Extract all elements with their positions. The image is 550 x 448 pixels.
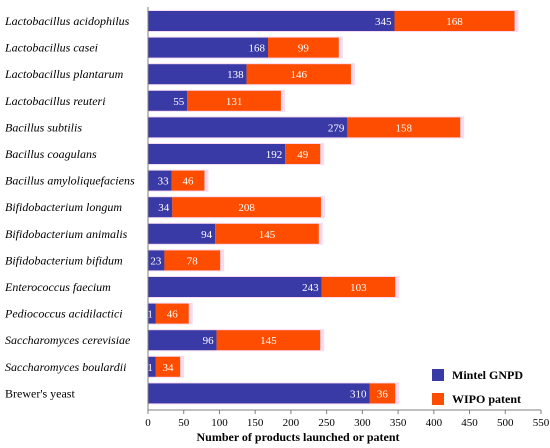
data-label-wipo-patent: 99 — [298, 43, 310, 55]
bar-mintel-gnpd — [148, 330, 217, 351]
category-label: Bacillus amyloliquefaciens — [5, 174, 135, 188]
data-label-mintel-gnpd: 55 — [173, 96, 185, 108]
bar-wipo-patent — [216, 330, 321, 351]
bar-mintel-gnpd — [148, 197, 173, 218]
bar-marks: 345 168 168 99 138 146 55 131 279 158 192 49 33 46 34 2… — [142, 10, 519, 405]
data-label-mintel-gnpd: 94 — [201, 229, 213, 241]
bar-mintel-gnpd — [148, 170, 172, 191]
data-label-wipo-patent: 103 — [350, 282, 367, 294]
bar-mintel-gnpd — [148, 223, 216, 244]
data-label-mintel-gnpd: 168 — [249, 43, 266, 55]
category-label: Bifidobacterium animalis — [5, 227, 128, 241]
x-tick-label: 400 — [426, 417, 443, 429]
x-tick-label: 0 — [145, 417, 151, 429]
category-label: Lactobacillus casei — [4, 41, 98, 55]
bar-wipo-patent — [155, 303, 189, 324]
category-label: Bacillus subtilis — [5, 120, 82, 134]
data-label-wipo-patent: 208 — [238, 202, 255, 214]
bar-mintel-gnpd — [148, 64, 247, 85]
bar-mintel-gnpd — [148, 37, 269, 58]
x-tick-label: 550 — [533, 417, 550, 429]
category-label: Lactobacillus plantarum — [4, 67, 124, 81]
data-label-mintel-gnpd: 279 — [328, 122, 345, 134]
category-label: Pediococcus acidilactici — [4, 307, 123, 321]
bar-wipo-patent — [172, 197, 321, 218]
data-label-mintel-gnpd: 192 — [266, 149, 283, 161]
bar-wipo-patent — [215, 223, 319, 244]
legend-swatch-wipo-patent — [432, 393, 444, 405]
x-tick-label: 250 — [318, 417, 335, 429]
bar-wipo-patent — [268, 37, 339, 58]
category-label: Saccharomyces boulardii — [5, 360, 126, 374]
legend: Mintel GNPD WIPO patent — [432, 368, 523, 406]
category-label: Brewer's yeast — [5, 386, 75, 400]
bar-wipo-patent — [285, 144, 321, 164]
bar-wipo-patent — [187, 90, 281, 111]
bar-mintel-gnpd — [148, 303, 156, 324]
data-label-mintel-gnpd: 96 — [203, 335, 215, 347]
x-tick-label: 50 — [178, 417, 190, 429]
data-label-wipo-patent: 78 — [187, 255, 199, 267]
data-label-mintel-gnpd: 34 — [158, 202, 170, 214]
bar-wipo-patent — [347, 117, 461, 138]
x-axis-title: Number of products launched or patent — [196, 430, 399, 444]
legend-label-wipo-patent: WIPO patent — [452, 392, 521, 406]
bar-wipo-patent — [369, 383, 396, 404]
data-label-mintel-gnpd: 345 — [375, 16, 392, 28]
category-label: Bifidobacterium bifidum — [5, 253, 123, 267]
x-tick-label: 500 — [497, 417, 514, 429]
x-tick-label: 350 — [390, 417, 407, 429]
data-label-mintel-gnpd: 310 — [350, 388, 367, 400]
bar-wipo-patent — [246, 64, 351, 85]
data-label-wipo-patent: 46 — [167, 309, 179, 321]
data-label-wipo-patent: 145 — [260, 335, 277, 347]
category-labels: Lactobacillus acidophilus Lactobacillus c… — [4, 14, 135, 400]
bar-wipo-patent — [171, 170, 205, 191]
data-label-wipo-patent: 46 — [183, 176, 195, 188]
data-label-wipo-patent: 146 — [291, 69, 308, 81]
x-axis: 0 50 100 150 200 250 300 350 400 450 500 550 — [145, 7, 550, 429]
bar-wipo-patent — [164, 250, 221, 271]
legend-swatch-mintel-gnpd — [432, 369, 444, 381]
data-label-wipo-patent: 131 — [226, 96, 243, 108]
bar-wipo-patent — [155, 356, 181, 377]
data-label-wipo-patent: 158 — [396, 122, 413, 134]
category-label: Lactobacillus reuteri — [4, 94, 106, 108]
bar-wipo-patent — [394, 11, 515, 31]
category-label: Saccharomyces cerevisiae — [5, 333, 131, 347]
x-tick-label: 100 — [211, 417, 228, 429]
x-tick-label: 150 — [247, 417, 264, 429]
bar-mintel-gnpd — [148, 117, 348, 138]
category-label: Enterococcus faecium — [4, 280, 111, 294]
data-label-wipo-patent: 145 — [259, 229, 276, 241]
bar-mintel-gnpd — [148, 90, 188, 111]
x-tick-label: 200 — [283, 417, 300, 429]
bar-wipo-patent — [321, 277, 396, 297]
data-label-wipo-patent: 168 — [446, 16, 463, 28]
bar-mintel-gnpd — [148, 356, 156, 377]
x-tick-label: 300 — [354, 417, 371, 429]
data-label-mintel-gnpd: 33 — [158, 176, 170, 188]
bar-mintel-gnpd — [148, 383, 370, 404]
data-label-mintel-gnpd: 23 — [150, 255, 162, 267]
data-label-mintel-gnpd: 138 — [227, 69, 244, 81]
data-label-wipo-patent: 36 — [377, 388, 389, 400]
bar-mintel-gnpd — [148, 277, 322, 297]
category-label: Lactobacillus acidophilus — [4, 14, 130, 28]
legend-label-mintel-gnpd: Mintel GNPD — [452, 368, 523, 382]
data-label-wipo-patent: 49 — [297, 149, 309, 161]
bar-mintel-gnpd — [148, 11, 395, 31]
category-label: Bifidobacterium longum — [5, 200, 122, 214]
data-label-wipo-patent: 34 — [163, 362, 175, 374]
category-label: Bacillus coagulans — [5, 147, 97, 161]
x-tick-label: 450 — [461, 417, 478, 429]
bar-mintel-gnpd — [148, 250, 165, 271]
bar-mintel-gnpd — [148, 144, 286, 164]
data-label-mintel-gnpd: 243 — [302, 282, 319, 294]
